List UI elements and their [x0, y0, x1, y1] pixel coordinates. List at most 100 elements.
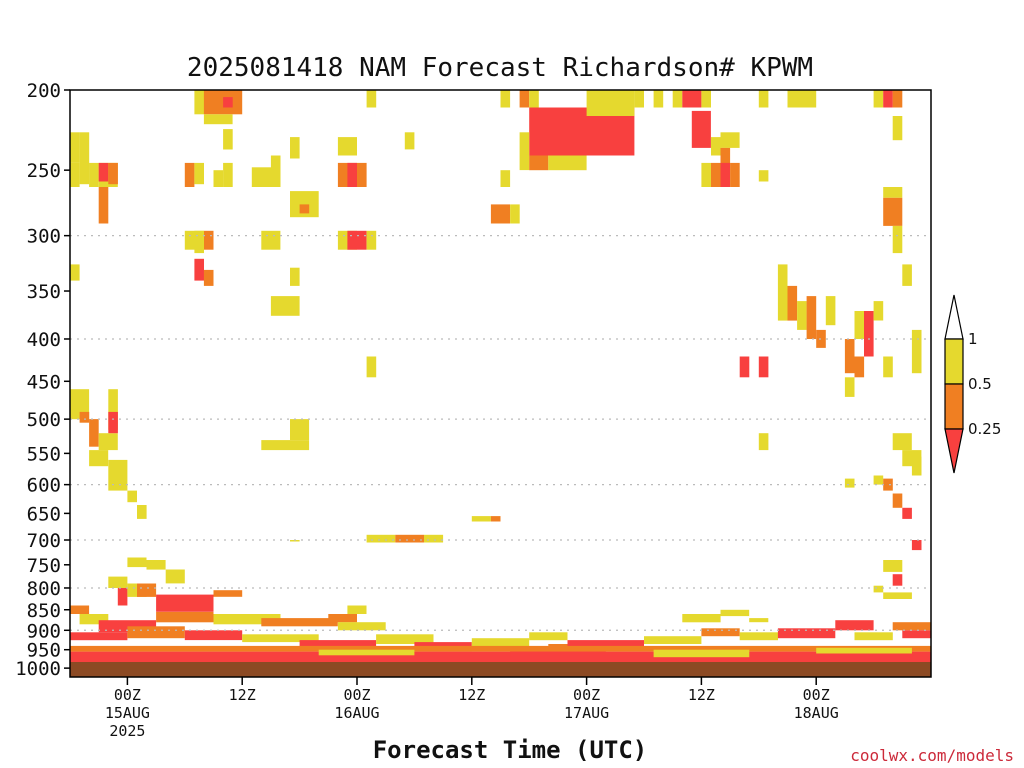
y-tick-label: 700 [27, 530, 61, 552]
heatmap-cell-11 [108, 162, 118, 185]
heatmap-cell-84 [873, 301, 884, 321]
x-tick-label: 00Z [803, 686, 830, 704]
heatmap-cell-89 [883, 356, 893, 378]
x-tick-label: 17AUG [564, 704, 609, 722]
heatmap-cell-45 [529, 155, 549, 171]
y-tick-label: 250 [27, 160, 61, 182]
heatmap-cell-112 [844, 478, 855, 488]
heatmap-cell-141 [337, 622, 386, 631]
heatmap-cell-69 [490, 204, 510, 224]
heatmap-cell-111 [758, 433, 769, 451]
x-tick-label: 12Z [688, 686, 715, 704]
heatmap-cell-102 [261, 440, 290, 451]
heatmap-cell-107 [366, 534, 396, 543]
heatmap-cell-128 [108, 576, 128, 588]
heatmap-cell-35 [347, 230, 367, 250]
heatmap-cell-33 [261, 230, 281, 250]
heatmap-cell-139 [261, 618, 338, 627]
heatmap-cell-67 [892, 116, 903, 141]
credit-text: coolwx.com/models [850, 746, 1014, 765]
x-tick-label: 18AUG [794, 704, 839, 722]
heatmap-cell-134 [70, 605, 90, 614]
heatmap-cell-153 [567, 640, 644, 648]
heatmap-cell-98 [89, 450, 109, 467]
heatmap-cell-138 [213, 614, 281, 625]
y-tick-label: 750 [27, 555, 61, 577]
heatmap-cell-147 [299, 640, 377, 648]
heatmap-cell-169 [510, 651, 606, 659]
heatmap-cell-159 [854, 632, 893, 641]
y-tick-label: 450 [27, 371, 61, 393]
legend-label: 0.25 [968, 420, 1001, 438]
heatmap-cell-144 [127, 626, 185, 639]
y-tick-label: 550 [27, 443, 61, 465]
heatmap-cell-5 [70, 132, 80, 163]
y-tick-label: 650 [27, 503, 61, 525]
heatmap-cell-94 [89, 419, 99, 447]
heatmap-cell-25 [404, 132, 415, 150]
x-tick-label: 12Z [229, 686, 256, 704]
heatmap-cell-71 [883, 187, 903, 198]
heatmap-cell-113 [873, 475, 884, 485]
legend-swatch-1 [944, 383, 964, 430]
heatmap-cell-74 [902, 264, 912, 286]
heatmap-cell-171 [816, 647, 912, 654]
heatmap-cell-103 [290, 440, 310, 451]
heatmap-cell-126 [146, 560, 166, 570]
heatmap-cell-160 [892, 622, 931, 631]
heatmap-cell-121 [883, 560, 903, 572]
heatmap-cell-87 [739, 356, 750, 378]
heatmap-cell-158 [835, 620, 874, 631]
heatmap-cell-53 [691, 110, 711, 148]
heatmap-cell-57 [701, 162, 711, 187]
heatmap-cell-110 [290, 540, 300, 542]
heatmap-cell-155 [701, 628, 740, 637]
heatmap-cell-52 [701, 90, 711, 108]
heatmap-cell-44 [519, 132, 530, 171]
heatmap-cell-4 [223, 129, 233, 150]
legend-bottom-arrow [944, 428, 964, 474]
heatmap-cell-38 [290, 267, 300, 286]
x-tick-label: 16AUG [334, 704, 379, 722]
heatmap-cell-148 [376, 634, 434, 644]
heatmap-cell-22 [347, 162, 357, 187]
heatmap-cell-31 [194, 258, 204, 281]
heatmap-cell-97 [108, 411, 118, 434]
heatmap-cell-3 [203, 114, 233, 125]
y-tick-label: 200 [27, 80, 61, 102]
heatmap-cell-58 [711, 162, 721, 187]
heatmap-cell-14 [194, 162, 204, 185]
heatmap-cell-50 [672, 90, 683, 108]
y-tick-label: 850 [27, 600, 61, 622]
heatmap-cell-168 [318, 649, 415, 656]
heatmap-cell-77 [797, 301, 807, 330]
heatmap-cell-40 [500, 90, 511, 108]
heatmap-cell-39 [270, 296, 300, 316]
x-tick-label: 15AUG [105, 704, 150, 722]
heatmap-cell-146 [242, 634, 319, 643]
y-tick-label: 800 [27, 578, 61, 600]
heatmap-cell-108 [395, 534, 424, 543]
heatmap-cell-157 [777, 628, 836, 639]
y-tick-label: 400 [27, 329, 61, 351]
legend: 1 0.5 0.25 [944, 294, 1001, 474]
x-axis-label: Forecast Time (UTC) [373, 736, 648, 764]
heatmap-cell-46 [548, 155, 587, 171]
heatmap-cell-162 [682, 614, 721, 623]
heatmap-cell-88 [758, 356, 769, 378]
heatmap-cell-48 [634, 90, 644, 108]
heatmap-cell-83 [864, 311, 874, 357]
heatmap-cell-64 [873, 90, 884, 108]
y-tick-label: 950 [27, 640, 61, 662]
legend-label: 0.5 [968, 375, 992, 393]
y-tick-label: 900 [27, 620, 61, 642]
heatmap-cell-114 [883, 478, 893, 491]
heatmap-cell-19 [290, 137, 300, 159]
heatmap-cell-81 [844, 339, 855, 374]
heatmap-cell-135 [79, 614, 109, 625]
heatmap-cell-99 [108, 459, 128, 491]
heatmap-cell-1 [203, 90, 243, 115]
heatmap-cell-164 [749, 618, 769, 623]
heatmap-cell-32 [203, 269, 214, 286]
heatmap-cell-161 [902, 630, 931, 639]
